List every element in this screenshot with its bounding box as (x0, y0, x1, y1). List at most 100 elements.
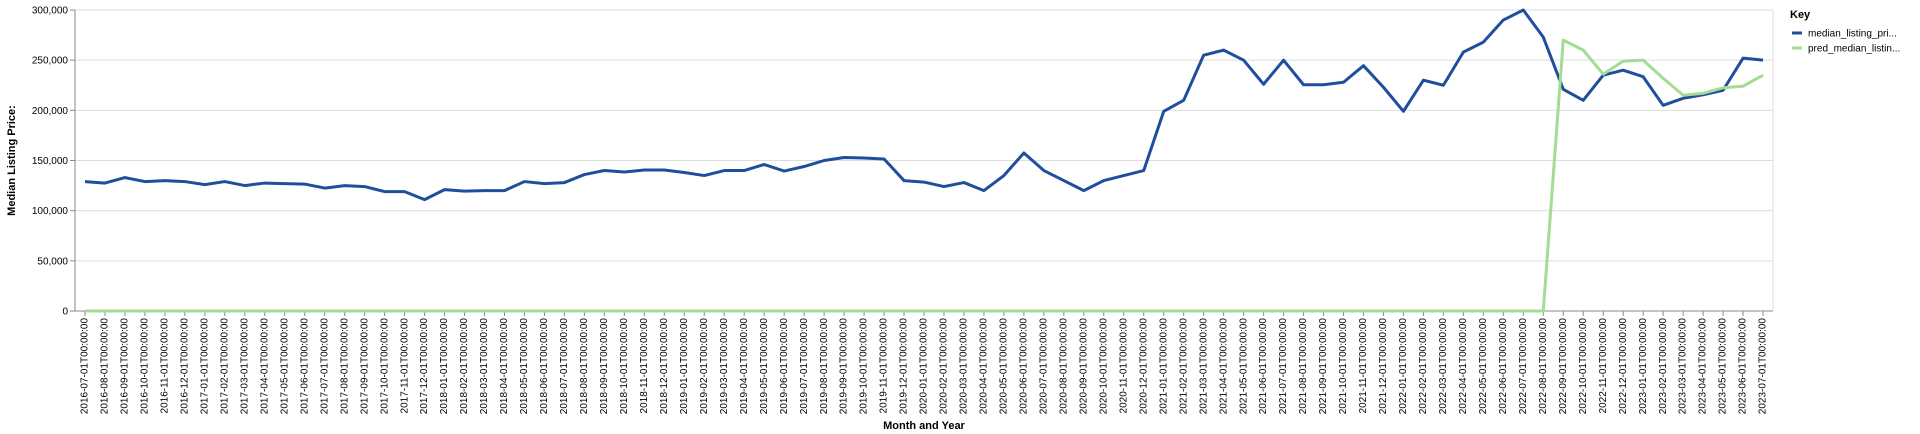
x-tick-label: 2020-04-01T00:00:00 (979, 318, 990, 415)
x-tick-label: 2023-05-01T00:00:00 (1718, 318, 1729, 415)
x-tick-label: 2021-11-01T00:00:00 (1358, 318, 1369, 414)
y-tick-label: 50,000 (37, 256, 68, 267)
x-tick-label: 2020-08-01T00:00:00 (1058, 318, 1069, 415)
x-tick-label: 2022-12-01T00:00:00 (1618, 318, 1629, 415)
x-tick-label: 2018-12-01T00:00:00 (659, 318, 670, 415)
x-tick-label: 2022-10-01T00:00:00 (1578, 318, 1589, 415)
x-tick-label: 2018-05-01T00:00:00 (519, 318, 530, 415)
x-tick-label: 2017-03-01T00:00:00 (239, 318, 250, 415)
x-tick-label: 2022-05-01T00:00:00 (1478, 318, 1489, 415)
x-tick-label: 2023-03-01T00:00:00 (1678, 318, 1689, 415)
x-tick-label: 2019-10-01T00:00:00 (859, 318, 870, 415)
x-tick-label: 2016-10-01T00:00:00 (140, 318, 151, 415)
x-tick-label: 2019-07-01T00:00:00 (799, 318, 810, 415)
series-line-2 (84, 38, 1764, 313)
x-tick-label: 2021-04-01T00:00:00 (1218, 318, 1229, 415)
x-tick-label: 2016-11-01T00:00:00 (160, 318, 171, 414)
x-tick-label: 2022-06-01T00:00:00 (1498, 318, 1509, 415)
x-tick-label: 2017-05-01T00:00:00 (279, 318, 290, 415)
x-axis-ticks: 2016-07-01T00:00:00 2016-08-01T00:00:00 20… (80, 311, 1769, 414)
x-tick-label: 2020-10-01T00:00:00 (1098, 318, 1109, 415)
x-tick-label: 2020-02-01T00:00:00 (939, 318, 950, 415)
x-tick-label: 2019-04-01T00:00:00 (739, 318, 750, 415)
x-tick-label: 2016-07-01T00:00:00 (80, 318, 91, 415)
x-tick-label: 2016-12-01T00:00:00 (180, 318, 191, 415)
x-tick-label: 2016-09-01T00:00:00 (120, 318, 131, 415)
x-tick-label: 2021-09-01T00:00:00 (1318, 318, 1329, 415)
x-tick-label: 2021-07-01T00:00:00 (1278, 318, 1289, 415)
x-tick-label: 2022-04-01T00:00:00 (1458, 318, 1469, 415)
x-tick-label: 2022-09-01T00:00:00 (1558, 318, 1569, 415)
x-tick-label: 2020-03-01T00:00:00 (959, 318, 970, 415)
x-tick-label: 2017-02-01T00:00:00 (219, 318, 230, 415)
x-tick-label: 2018-10-01T00:00:00 (619, 318, 630, 415)
legend-label-2: pred_median_listin... (1808, 44, 1900, 55)
series-line-1 (84, 8, 1764, 202)
x-tick-label: 2021-05-01T00:00:00 (1238, 318, 1249, 415)
y-axis-title: Median Listing Price: (6, 105, 18, 216)
x-tick-label: 2023-01-01T00:00:00 (1638, 318, 1649, 415)
y-tick-label: 200,000 (32, 106, 69, 117)
x-tick-label: 2019-05-01T00:00:00 (759, 318, 770, 415)
legend-label-1: median_listing_pri... (1808, 29, 1897, 40)
x-tick-label: 2018-08-01T00:00:00 (579, 318, 590, 415)
y-tick-label: 100,000 (32, 206, 69, 217)
x-tick-label: 2021-12-01T00:00:00 (1378, 318, 1389, 415)
x-tick-label: 2022-01-01T00:00:00 (1398, 318, 1409, 415)
x-tick-label: 2020-12-01T00:00:00 (1138, 318, 1149, 415)
x-tick-label: 2018-03-01T00:00:00 (479, 318, 490, 415)
x-tick-label: 2018-04-01T00:00:00 (499, 318, 510, 415)
x-tick-label: 2019-08-01T00:00:00 (819, 318, 830, 415)
y-tick-label: 250,000 (32, 56, 69, 67)
x-tick-label: 2017-01-01T00:00:00 (199, 318, 210, 415)
x-tick-label: 2020-06-01T00:00:00 (1019, 318, 1030, 415)
x-tick-label: 2017-06-01T00:00:00 (299, 318, 310, 415)
x-tick-label: 2020-09-01T00:00:00 (1078, 318, 1089, 415)
x-tick-label: 2020-07-01T00:00:00 (1038, 318, 1049, 415)
x-tick-label: 2020-11-01T00:00:00 (1118, 318, 1129, 414)
legend-title: Key (1790, 9, 1811, 21)
x-tick-label: 2023-04-01T00:00:00 (1698, 318, 1709, 415)
x-tick-label: 2021-02-01T00:00:00 (1178, 318, 1189, 415)
x-tick-label: 2018-09-01T00:00:00 (599, 318, 610, 415)
x-tick-label: 2019-02-01T00:00:00 (699, 318, 710, 415)
x-tick-label: 2020-01-01T00:00:00 (919, 318, 930, 415)
x-tick-label: 2017-04-01T00:00:00 (259, 318, 270, 415)
x-tick-label: 2017-09-01T00:00:00 (359, 318, 370, 415)
x-tick-label: 2022-08-01T00:00:00 (1538, 318, 1549, 415)
x-tick-label: 2019-11-01T00:00:00 (879, 318, 890, 414)
x-tick-label: 2016-08-01T00:00:00 (100, 318, 111, 415)
x-tick-label: 2021-01-01T00:00:00 (1158, 318, 1169, 415)
x-tick-label: 2021-06-01T00:00:00 (1258, 318, 1269, 415)
x-tick-label: 2019-09-01T00:00:00 (839, 318, 850, 415)
x-tick-label: 2017-07-01T00:00:00 (319, 318, 330, 415)
x-tick-label: 2022-11-01T00:00:00 (1598, 318, 1609, 414)
x-tick-label: 2017-08-01T00:00:00 (339, 318, 350, 415)
x-tick-label: 2019-12-01T00:00:00 (899, 318, 910, 415)
x-tick-label: 2017-11-01T00:00:00 (399, 318, 410, 414)
legend: Key median_listing_pri... pred_median_lis… (1790, 9, 1900, 55)
x-tick-label: 2023-07-01T00:00:00 (1758, 318, 1769, 415)
x-tick-label: 2023-06-01T00:00:00 (1738, 318, 1749, 415)
x-tick-label: 2017-10-01T00:00:00 (379, 318, 390, 415)
x-tick-label: 2020-05-01T00:00:00 (999, 318, 1010, 415)
x-tick-label: 2018-07-01T00:00:00 (559, 318, 570, 415)
y-axis-ticks: 0 50,000 100,000 150,000 200,000 250,000 300,0… (32, 6, 75, 318)
x-axis-title: Month and Year (883, 420, 965, 432)
x-tick-label: 2022-03-01T00:00:00 (1438, 318, 1449, 415)
y-tick-label: 150,000 (32, 156, 69, 167)
x-tick-label: 2019-06-01T00:00:00 (779, 318, 790, 415)
x-tick-label: 2018-11-01T00:00:00 (639, 318, 650, 414)
x-tick-label: 2021-08-01T00:00:00 (1298, 318, 1309, 415)
x-tick-label: 2022-02-01T00:00:00 (1418, 318, 1429, 415)
x-tick-label: 2022-07-01T00:00:00 (1518, 318, 1529, 415)
series-lines (84, 8, 1764, 313)
x-tick-label: 2019-03-01T00:00:00 (719, 318, 730, 415)
x-tick-label: 2021-10-01T00:00:00 (1338, 318, 1349, 415)
x-tick-label: 2018-01-01T00:00:00 (439, 318, 450, 415)
grid-lines (75, 9, 1773, 312)
x-tick-label: 2018-02-01T00:00:00 (459, 318, 470, 415)
x-tick-label: 2021-03-01T00:00:00 (1198, 318, 1209, 415)
x-tick-label: 2017-12-01T00:00:00 (419, 318, 430, 415)
